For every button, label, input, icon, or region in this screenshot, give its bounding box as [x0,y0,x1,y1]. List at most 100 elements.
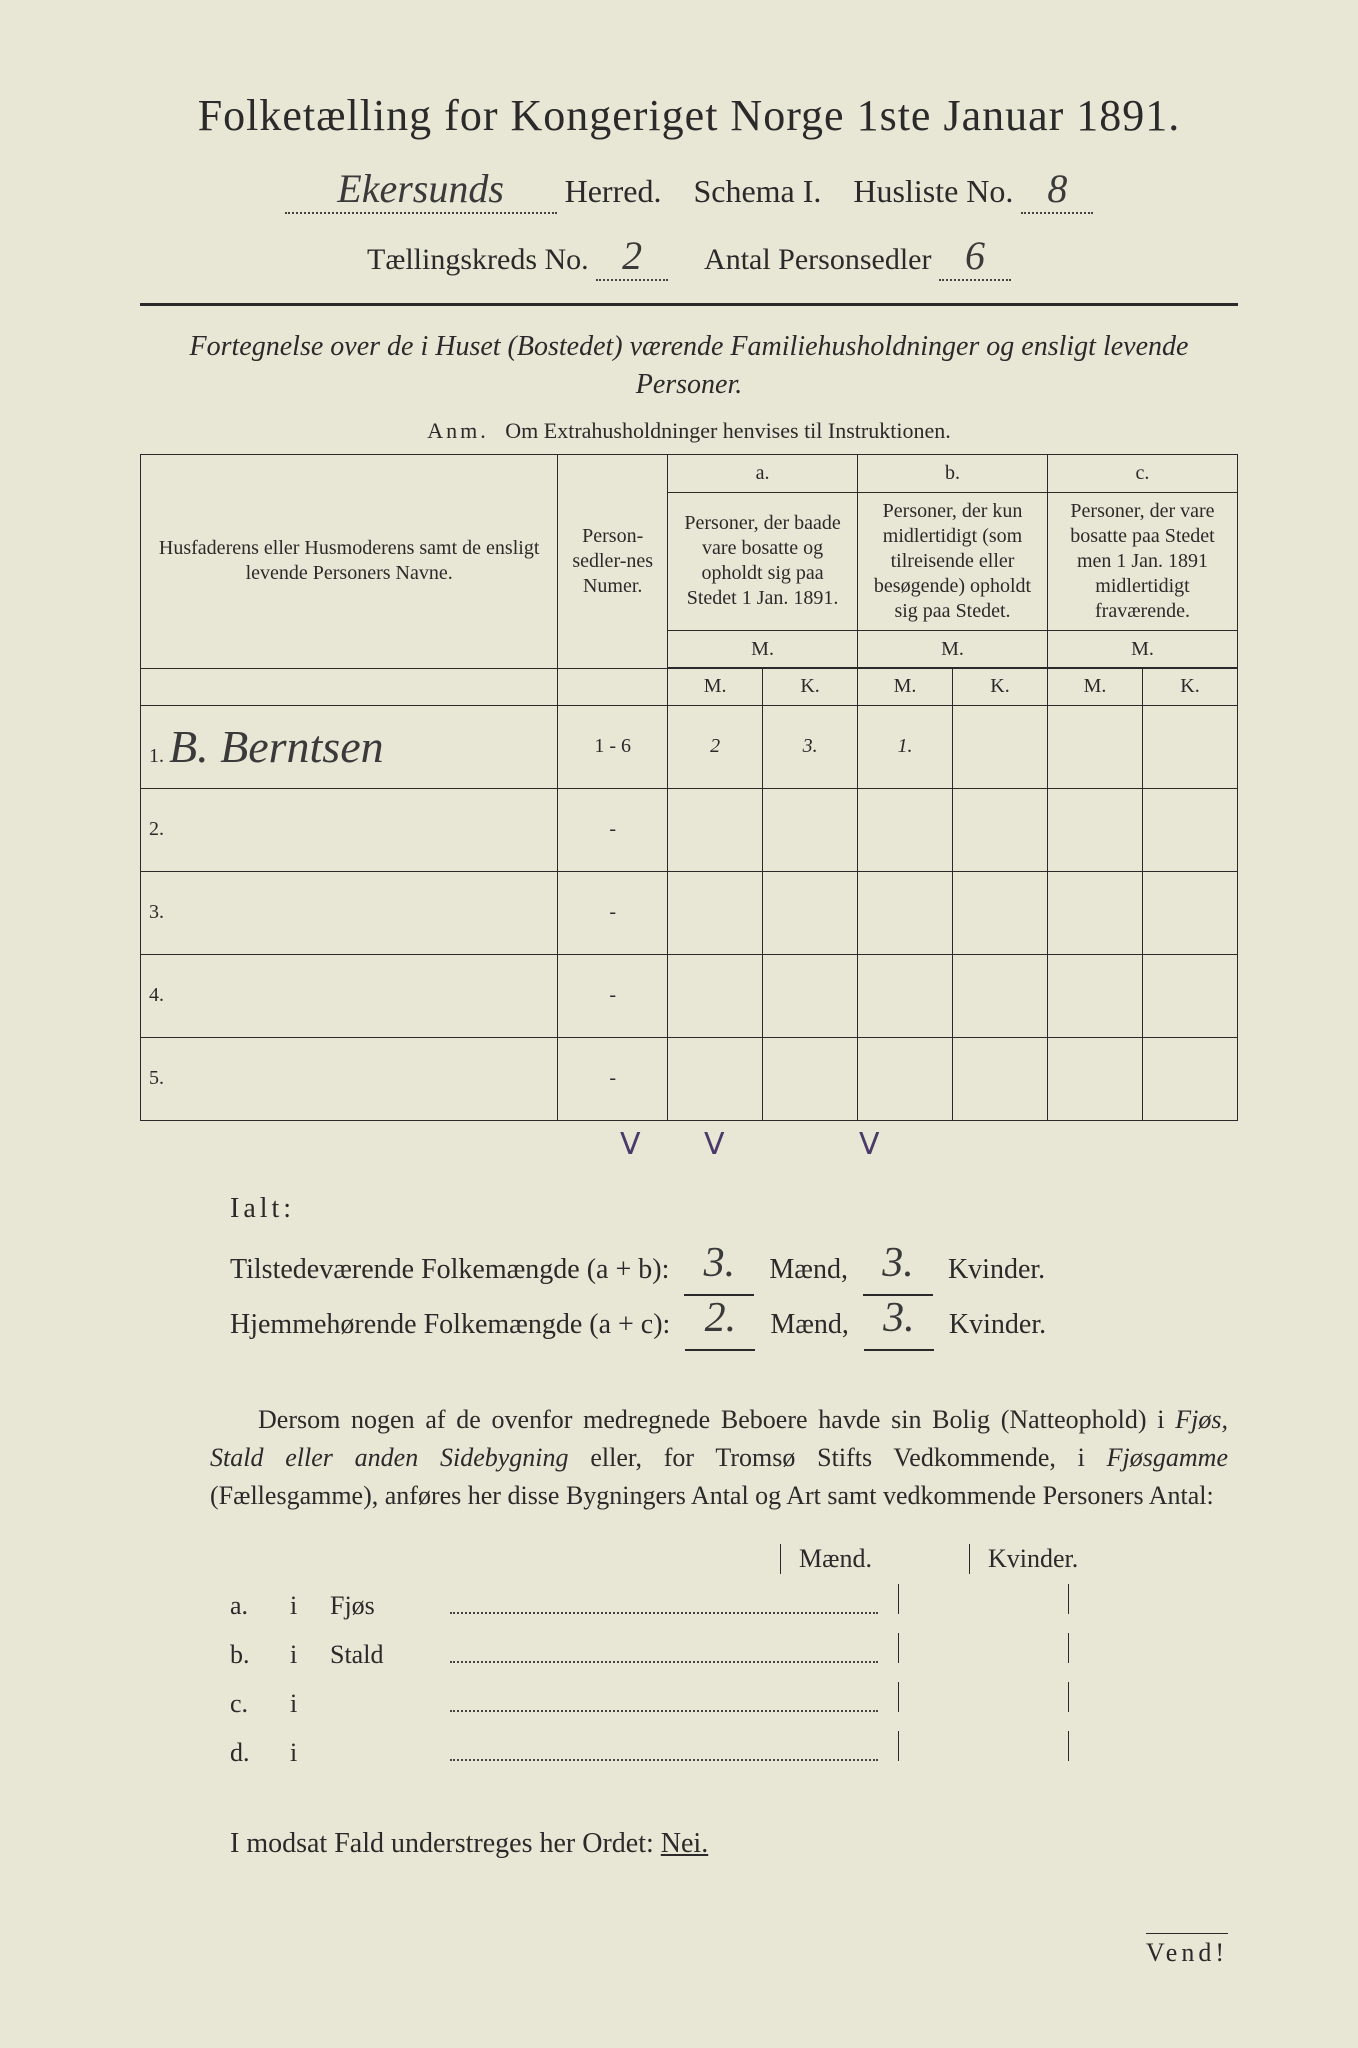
herred-value: Ekersunds [285,165,557,214]
abcd-cols [898,1633,1238,1663]
abcd-row: a.iFjøs [230,1584,1238,1621]
cell-bK [953,705,1048,788]
mk-c-k: K. [1142,667,1237,705]
abcd-row: c.i [230,1682,1238,1719]
abcd-i: i [290,1640,330,1670]
cell-bM [858,871,953,954]
spacer [558,667,668,705]
mk-b-k: K. [953,667,1048,705]
ialt-l1-label: Tilstedeværende Folkemængde (a + b): [230,1254,669,1285]
ialt-l2-m: 2. [705,1304,737,1333]
cell-cM [1047,788,1142,871]
para-p4: Fjøsgamme [1107,1443,1228,1472]
cell-aM [668,1037,763,1120]
row-num: - [558,1037,668,1120]
table-row: 5. - [141,1037,1238,1120]
cell-bM [858,954,953,1037]
ialt-line1: Tilstedeværende Folkemængde (a + b): 3. … [230,1241,1238,1296]
para-p1: Dersom nogen af de ovenfor medregnede Be… [258,1405,1175,1434]
th-a: Personer, der baade vare bosatte og opho… [668,492,858,630]
abcd-cols [898,1682,1238,1712]
cell-aM: 2 [668,705,763,788]
mk-kvinder: Kvinder. [969,1544,1158,1574]
husliste-label: Husliste No. [853,173,1013,209]
ialt-l2-k: 3. [883,1304,915,1333]
anm-lead: Anm. [427,418,489,443]
row-n: 3. [141,871,558,954]
mk-a-k: K. [763,667,858,705]
cell-aK [763,954,858,1037]
main-title: Folketælling for Kongeriget Norge 1ste J… [140,90,1238,141]
abcd-l: b. [230,1640,290,1670]
cell-aK [763,788,858,871]
th-b-m: M. [858,630,1048,668]
abcd-l: a. [230,1591,290,1621]
main-table: Husfaderens eller Husmoderens samt de en… [140,454,1238,669]
row-num: - [558,871,668,954]
mk-maend: Mænd. [780,1544,969,1574]
ialt-kvinder2: Kvinder. [949,1309,1046,1340]
subtitle: Fortegnelse over de i Huset (Bostedet) v… [180,328,1198,404]
row-n: 1. B. Berntsen [141,705,558,788]
mk-b-m: M. [858,667,953,705]
abcd-dots [450,1733,878,1761]
abcd-dots [450,1635,878,1663]
cell-aK [763,871,858,954]
row-num: 1 - 6 [558,705,668,788]
abcd-dots [450,1586,878,1614]
th-a-head: a. [668,454,858,492]
mk-header: Mænd. Kvinder. [780,1544,1238,1574]
abcd-l: c. [230,1689,290,1719]
cell-bK [953,954,1048,1037]
cell-bK [953,1037,1048,1120]
ialt-l2-label: Hjemmehørende Folkemængde (a + c): [230,1309,670,1340]
cell-cM [1047,954,1142,1037]
abcd-row: d.i [230,1731,1238,1768]
vend-label: Vend! [1146,1933,1228,1968]
cell-cK [1142,788,1237,871]
cell-aM [668,788,763,871]
antal-label: Antal Personsedler [704,243,931,276]
cell-cM [1047,871,1142,954]
ialt-maend1: Mænd, [769,1254,848,1285]
th-b: Personer, der kun midlertidigt (som tilr… [858,492,1048,630]
table-row: 1. B. Berntsen1 - 623.1. [141,705,1238,788]
final-line: I modsat Fald understreges her Ordet: Ne… [230,1828,1238,1860]
antal-val: 6 [939,232,1011,281]
abcd-cols [898,1731,1238,1761]
th-c-head: c. [1048,454,1238,492]
abcd-i: i [290,1591,330,1621]
ialt-l1-k: 3. [882,1249,914,1278]
cell-bK [953,788,1048,871]
th-names-text: Husfaderens eller Husmoderens samt de en… [159,537,539,584]
ialt-title: Ialt: [230,1182,1238,1235]
para-p3: eller, for Tromsø Stifts Vedkommende, i [569,1443,1107,1472]
side-building-paragraph: Dersom nogen af de ovenfor medregnede Be… [210,1401,1228,1514]
table-row: 4. - [141,954,1238,1037]
cell-bM [858,1037,953,1120]
row-num: - [558,788,668,871]
cell-aK [763,1037,858,1120]
abcd-cols [898,1584,1238,1614]
abcd-block: a.iFjøsb.iStaldc.id.i [230,1584,1238,1768]
schema-label: Schema I. [693,173,821,209]
spacer [141,667,558,705]
th-a-m: M. [668,630,858,668]
cell-aM [668,871,763,954]
header-line-2: Ekersunds Herred. Schema I. Husliste No.… [140,165,1238,214]
row-n: 4. [141,954,558,1037]
ialt-block: Ialt: Tilstedeværende Folkemængde (a + b… [230,1182,1238,1352]
cell-aM [668,954,763,1037]
ialt-maend2: Mænd, [770,1309,849,1340]
main-table-body: M. K. M. K. M. K. 1. B. Berntsen1 - 623.… [140,667,1238,1121]
cell-aK: 3. [763,705,858,788]
cell-bM [858,788,953,871]
divider [140,303,1238,306]
header-line-3: Tællingskreds No. 2 Antal Personsedler 6 [140,232,1238,281]
row-n: 5. [141,1037,558,1120]
kreds-no: 2 [596,232,668,281]
mk-c-m: M. [1047,667,1142,705]
abcd-row: b.iStald [230,1633,1238,1670]
ialt-kvinder1: Kvinder. [948,1254,1045,1285]
husliste-no: 8 [1021,165,1093,214]
